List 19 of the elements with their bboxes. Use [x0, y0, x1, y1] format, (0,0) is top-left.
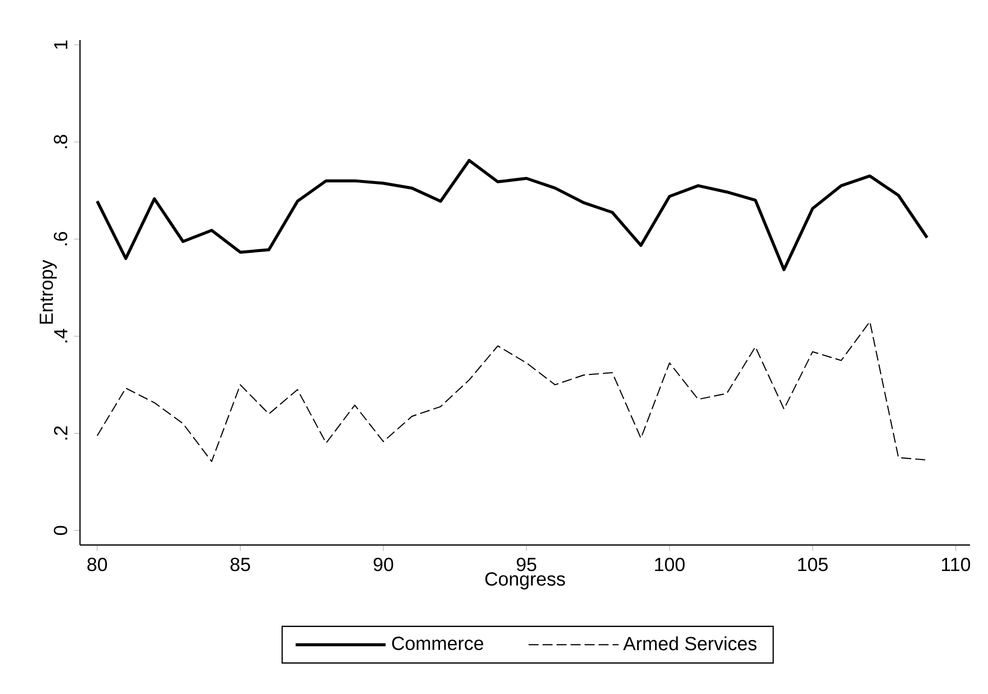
y-tick-label: .4 [54, 328, 68, 342]
y-tick-label: .8 [54, 134, 68, 148]
line-series [96, 321, 928, 462]
x-axis-title: Congress [485, 572, 565, 590]
x-tick-label: 80 [87, 558, 107, 572]
y-tick-label: 1 [54, 40, 68, 49]
x-tick-label: 85 [230, 558, 250, 572]
x-tick-label: 95 [516, 558, 536, 572]
y-tick-label: .6 [54, 232, 68, 246]
legend-label: Armed Services [623, 636, 756, 650]
x-tick-label: 105 [798, 558, 828, 572]
line-series [96, 158, 929, 272]
y-axis-title: Entropy [40, 260, 57, 324]
x-tick-label: 110 [942, 558, 970, 572]
x-tick-label: 90 [374, 558, 394, 572]
legend-label: Commerce [392, 636, 484, 650]
x-tick-label: 100 [655, 558, 685, 572]
y-tick-label: 0 [54, 526, 68, 535]
y-tick-label: .2 [54, 426, 68, 440]
